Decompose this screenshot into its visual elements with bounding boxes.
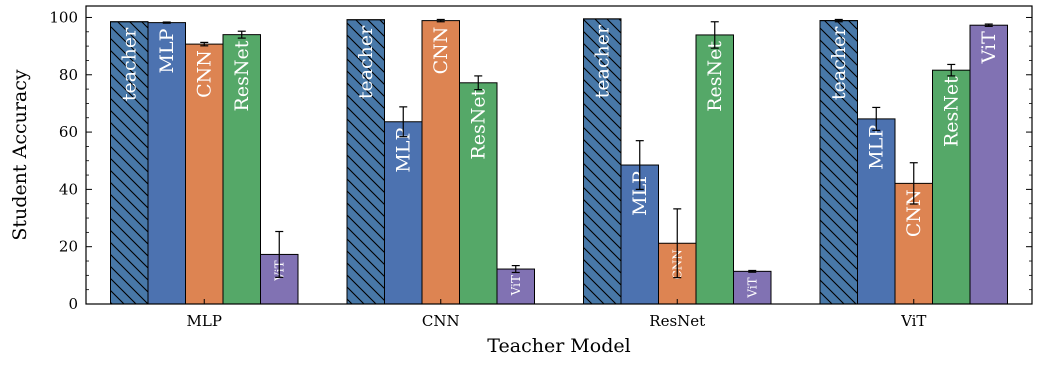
bar-resnet-resnet	[695, 34, 734, 305]
bar-label-resnet-vit: ViT	[745, 277, 759, 298]
bar-label-resnet-resnet: ResNet	[704, 41, 726, 112]
bar-resnet-vit	[733, 270, 772, 305]
x-tick-label-vit: ViT	[900, 312, 926, 330]
bar-label-mlp-resnet: ResNet	[231, 40, 253, 111]
x-axis-title: Teacher Model	[487, 335, 630, 357]
y-tick-label-0: 0	[68, 295, 78, 313]
bar-hatch-cnn-teacher	[346, 19, 385, 305]
error-bars-layer	[162, 18, 993, 279]
bar-label-cnn-mlp: MLP	[392, 128, 414, 173]
bar-label-vit-teacher: teacher	[828, 26, 850, 100]
x-tick-label-resnet: ResNet	[649, 312, 705, 330]
bar-label-vit-resnet: ResNet	[940, 76, 962, 147]
bar-mlp-cnn	[185, 43, 224, 305]
bar-label-cnn-vit: ViT	[509, 275, 523, 296]
bar-hatch-vit-teacher	[819, 20, 858, 305]
bar-vit-resnet	[932, 69, 971, 305]
y-tick-label-80: 80	[59, 66, 78, 84]
bar-label-cnn-cnn: CNN	[430, 27, 452, 75]
bar-cnn-vit	[496, 268, 535, 305]
bar-label-vit-vit: ViT	[978, 31, 1000, 64]
bar-label-vit-cnn: CNN	[903, 189, 925, 237]
bar-label-cnn-resnet: ResNet	[467, 88, 489, 159]
bar-hatch-resnet-teacher	[583, 18, 622, 305]
bar-cnn-resnet	[459, 82, 498, 305]
y-axis-title: Student Accuracy	[9, 69, 31, 240]
y-tick-label-100: 100	[49, 8, 78, 26]
bar-label-resnet-teacher: teacher	[591, 24, 613, 98]
bar-label-vit-mlp: MLP	[865, 125, 887, 170]
x-tick-label-mlp: MLP	[187, 312, 222, 330]
y-tick-label-60: 60	[59, 123, 78, 141]
x-tick-label-cnn: CNN	[422, 312, 460, 330]
ticks-layer: MLP CNN ResNet ViT 0 20 40 60 80 100	[49, 8, 1032, 330]
bar-vit-mlp	[857, 118, 896, 305]
y-tick-label-40: 40	[59, 180, 78, 198]
bar-hatch-mlp-teacher	[110, 21, 149, 305]
plot-frame	[85, 5, 1033, 305]
bar-cnn-cnn	[421, 20, 460, 305]
y-tick-label-20: 20	[59, 238, 78, 256]
bar-label-resnet-mlp: MLP	[629, 171, 651, 216]
bar-vit-vit	[969, 24, 1008, 305]
bar-label-mlp-cnn: CNN	[193, 50, 215, 98]
bar-label-mlp-mlp: MLP	[156, 28, 178, 73]
bar-labels-layer: teacher MLP CNN ResNet ViT teacher MLP CNN ResNe…	[118, 24, 1000, 299]
bar-label-mlp-teacher: teacher	[118, 27, 140, 101]
bar-label-cnn-teacher: teacher	[355, 25, 377, 99]
